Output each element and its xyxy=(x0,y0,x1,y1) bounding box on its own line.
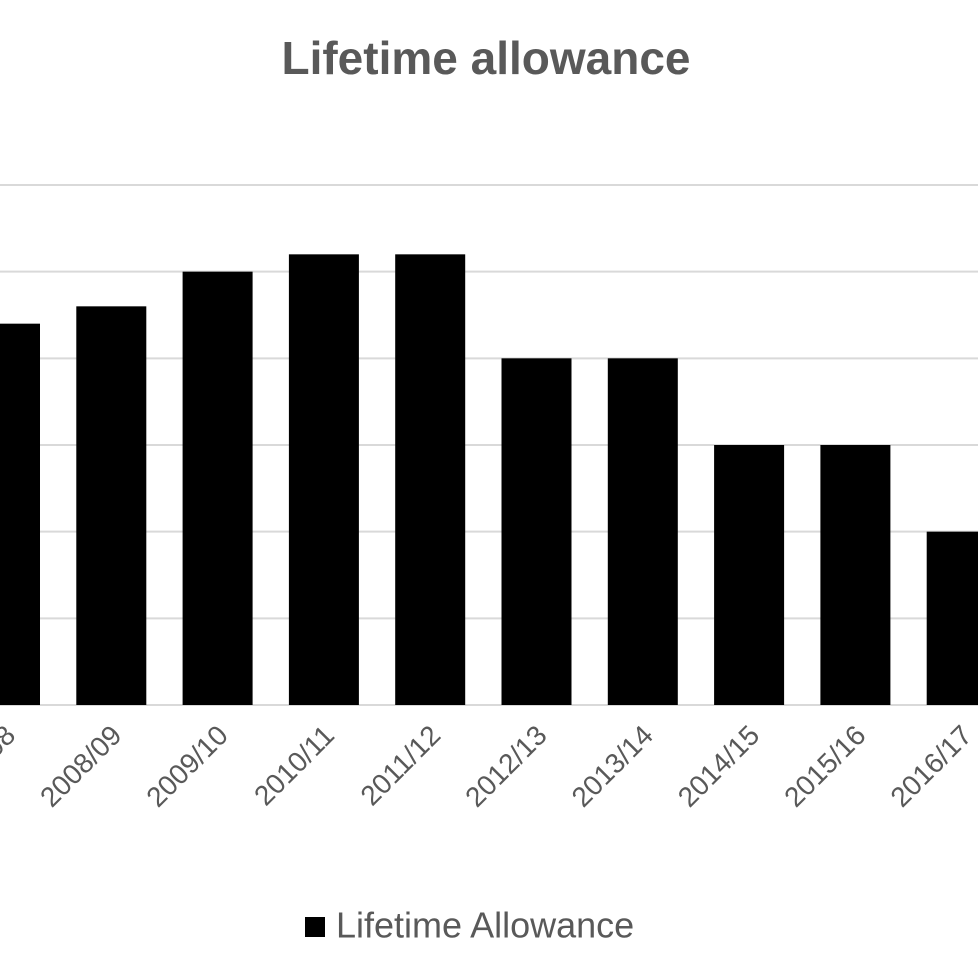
bar xyxy=(182,271,253,705)
bar xyxy=(0,323,40,705)
bar xyxy=(501,358,572,705)
x-tick-label: 2008/09 xyxy=(34,719,127,812)
x-tick-label: 2015/16 xyxy=(778,719,871,812)
legend-label: Lifetime Allowance xyxy=(336,905,634,946)
bar xyxy=(395,254,466,706)
x-tick-label: 2010/11 xyxy=(248,719,340,811)
bar xyxy=(607,358,678,705)
x-tick-label: 2013/14 xyxy=(566,719,659,812)
x-tick-label: 2014/15 xyxy=(672,719,765,812)
x-tick-label: 2012/13 xyxy=(459,719,552,812)
x-tick-label: 2011/12 xyxy=(354,719,446,811)
bar xyxy=(76,306,147,705)
chart-title: Lifetime allowance xyxy=(281,32,690,84)
x-tick-label: 2007/08 xyxy=(0,719,21,812)
bar xyxy=(714,445,785,705)
bar xyxy=(820,445,891,705)
x-tick-label: 2009/10 xyxy=(140,719,233,812)
bar xyxy=(926,531,978,705)
bar xyxy=(288,254,359,706)
legend-swatch xyxy=(305,917,325,937)
x-tick-label: 2016/17 xyxy=(884,719,977,812)
